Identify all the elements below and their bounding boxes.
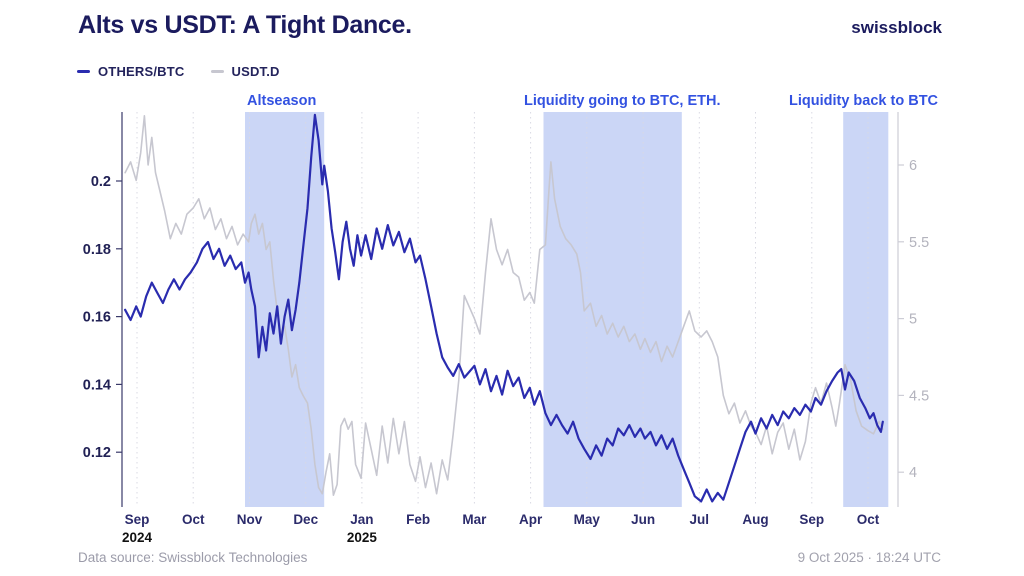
annotation-liquidity-back-to-btc: Liquidity back to BTC [789, 93, 939, 109]
left-axis-label: 0.14 [83, 377, 111, 393]
month-label: Apr [519, 512, 543, 527]
highlight-band-2 [843, 112, 889, 507]
highlight-band-0 [245, 112, 325, 507]
month-label: Oct [857, 512, 880, 527]
month-label: Aug [742, 512, 768, 527]
legend-label-usdt-d: USDT.D [231, 64, 280, 79]
legend-item-others-btc: OTHERS/BTC [77, 64, 185, 79]
month-label: Sep [799, 512, 824, 527]
legend-item-usdt-d: USDT.D [210, 64, 280, 79]
right-axis-label: 5 [909, 312, 917, 328]
year-label: 2024 [122, 530, 153, 545]
left-axis-label: 0.12 [83, 445, 111, 461]
legend: OTHERS/BTC USDT.D [77, 64, 280, 79]
legend-label-others-btc: OTHERS/BTC [98, 64, 185, 79]
timestamp-label: 9 Oct 2025 · 18:24 UTC [797, 550, 941, 565]
series-line-usdt-d [124, 115, 884, 497]
month-label: Jan [350, 512, 373, 527]
month-label: May [574, 512, 601, 527]
left-axis-label: 0.18 [83, 242, 111, 258]
others-btc-line-swatch [77, 70, 90, 73]
annotation-liquidity-going-to-btc-eth: Liquidity going to BTC, ETH. [524, 93, 721, 109]
year-label: 2025 [347, 530, 378, 545]
right-axis-label: 5.5 [909, 235, 929, 251]
left-axis-label: 0.16 [83, 310, 111, 326]
month-label: Oct [182, 512, 205, 527]
month-label: Sep [125, 512, 150, 527]
month-label: Jun [631, 512, 655, 527]
month-label: Dec [293, 512, 318, 527]
month-label: Feb [406, 512, 430, 527]
month-label: Nov [237, 512, 263, 527]
month-label: Mar [462, 512, 487, 527]
right-axis-label: 4 [909, 465, 917, 481]
highlight-band-1 [543, 112, 682, 507]
brand-logo: swissblock [851, 18, 942, 37]
chart-title: Alts vs USDT: A Tight Dance. [78, 11, 412, 39]
right-axis-label: 6 [909, 158, 917, 174]
data-source-label: Data source: Swissblock Technologies [78, 550, 308, 565]
series-line-others-btc [123, 113, 884, 503]
usdt-d-line-swatch [210, 70, 224, 73]
annotation-altseason: Altseason [247, 93, 317, 109]
month-label: Jul [690, 512, 710, 527]
left-axis-label: 0.2 [91, 174, 111, 190]
right-axis-label: 4.5 [909, 388, 929, 404]
